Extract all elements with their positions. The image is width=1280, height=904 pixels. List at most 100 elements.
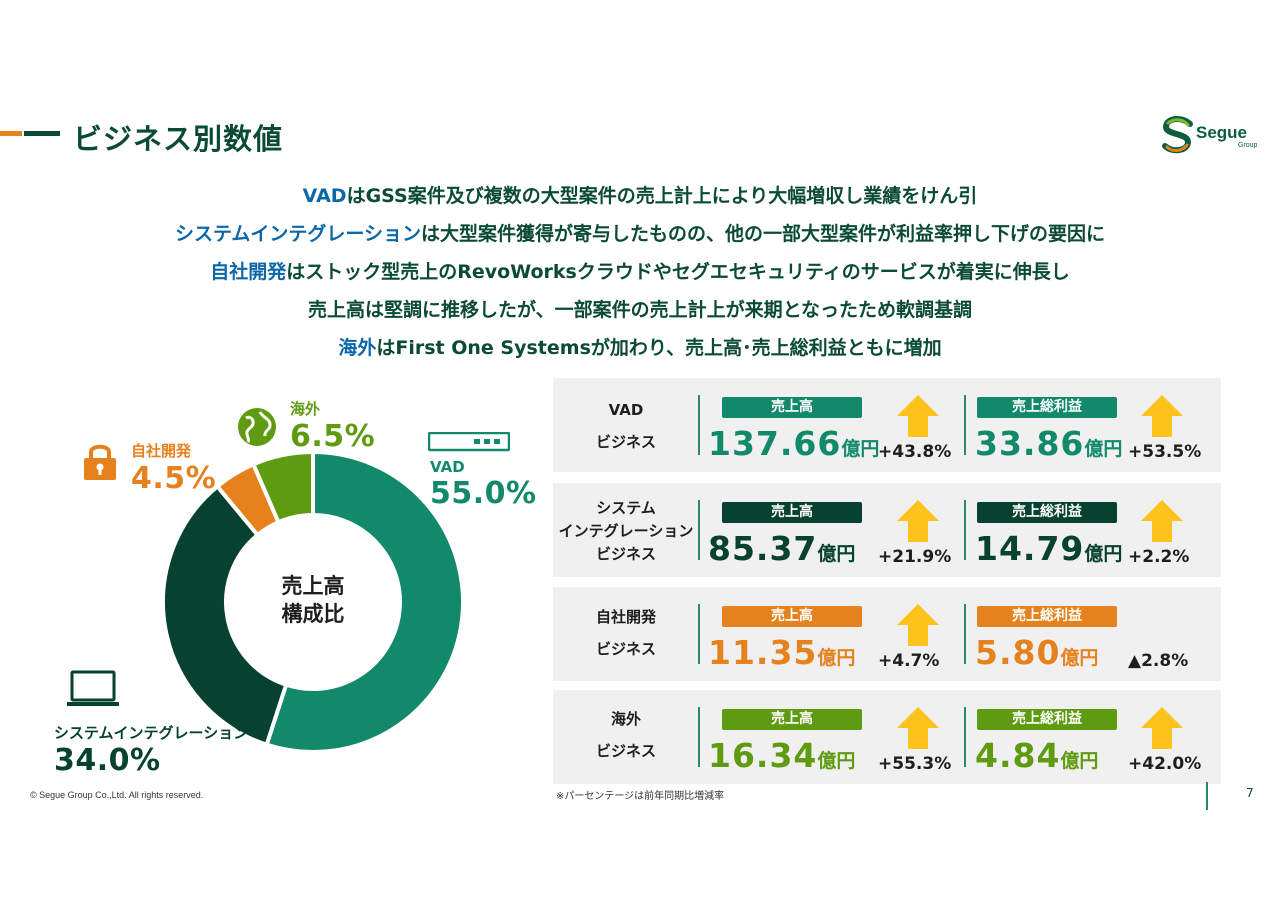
metric-value: 137.66億円	[708, 424, 879, 463]
business-panel	[553, 587, 1221, 681]
panel-separator	[698, 500, 700, 560]
summary-text: はGSS案件及び複数の大型案件の売上計上により大幅増収し業績をけん引	[346, 185, 978, 207]
metric-number: 5.80	[975, 633, 1061, 672]
summary-text: は大型案件獲得が寄与したものの、他の一部大型案件が利益率押し下げの要因に	[421, 223, 1106, 245]
summary-line: システムインテグレーションは大型案件獲得が寄与したものの、他の一部大型案件が利益…	[0, 218, 1280, 256]
summary-text: はストック型売上のRevoWorksクラウドやセグエセキュリティのサービスが着実…	[286, 261, 1070, 283]
metric-unit: 億円	[817, 543, 856, 565]
metric-value: 85.37億円	[708, 529, 855, 568]
business-panel	[553, 483, 1221, 577]
summary-line: 自社開発はストック型売上のRevoWorksクラウドやセグエセキュリティのサービ…	[0, 256, 1280, 294]
copyright: © Segue Group Co.,Ltd. All rights reserv…	[30, 790, 204, 800]
summary-line: 売上高は堅調に推移したが、一部案件の売上計上が来期となったため軟調基調	[0, 294, 1280, 332]
slice-label-si: システムインテグレーション 34.0%	[54, 722, 248, 778]
metric-number: 11.35	[708, 633, 818, 672]
panel-separator	[964, 500, 966, 560]
segue-logo-icon	[1162, 116, 1193, 154]
slice-label-inhouse: 自社開発 4.5%	[131, 440, 216, 496]
metric-label-pill: 売上高	[722, 502, 862, 523]
metric-label-pill: 売上総利益	[977, 709, 1117, 730]
donut-slice-3	[250, 449, 315, 525]
metric-label-pill: 売上総利益	[977, 397, 1117, 418]
up-arrow-icon	[897, 707, 939, 749]
slice-value: 4.5%	[131, 461, 217, 496]
up-arrow-icon	[897, 500, 939, 542]
percentage-note: ※パーセンテージは前年同期比増減率	[556, 791, 725, 802]
donut-center-label: 売上高 構成比	[258, 572, 368, 628]
metric-value: 14.79億円	[975, 529, 1122, 568]
metric-value: 33.86億円	[975, 424, 1122, 463]
slice-value: 6.5%	[290, 419, 376, 454]
metric-value: 5.80億円	[975, 633, 1098, 672]
donut-slice-1	[161, 483, 289, 748]
slice-label-vad: VAD 55.0%	[430, 458, 537, 511]
slice-name: 海外	[290, 400, 321, 418]
metric-change: ▲2.8%	[1128, 651, 1189, 671]
title-accent-green	[24, 131, 60, 136]
panel-separator	[964, 395, 966, 455]
laptop-icon	[67, 670, 119, 706]
page-number: 7	[1246, 786, 1254, 800]
page-title: ビジネス別数値	[73, 122, 284, 156]
lock-icon	[84, 444, 116, 480]
slice-label-overseas: 海外 6.5%	[290, 398, 375, 454]
metric-label-pill: 売上高	[722, 606, 862, 627]
metric-change: +42.0%	[1128, 754, 1202, 774]
server-icon	[428, 432, 510, 452]
page-divider	[1206, 782, 1208, 810]
summary-line: VADはGSS案件及び複数の大型案件の売上計上により大幅増収し業績をけん引	[0, 180, 1280, 218]
summary-line: 海外はFirst One Systemsが加わり、売上高･売上総利益ともに増加	[0, 332, 1280, 370]
panel-separator	[964, 707, 966, 767]
center-label-line: 売上高	[281, 574, 345, 598]
summary-highlight: 海外	[338, 337, 377, 359]
donut-slice-0	[264, 449, 465, 754]
summary-highlight: VAD	[302, 185, 347, 207]
globe-icon	[238, 408, 276, 446]
summary-highlight: 自社開発	[210, 261, 287, 283]
business-name: インテグレーション	[558, 522, 694, 540]
slice-name: VAD	[430, 458, 465, 476]
up-arrow-icon	[897, 395, 939, 437]
metric-unit: 億円	[1060, 647, 1099, 669]
business-name: ビジネス	[595, 640, 656, 658]
metric-unit: 億円	[817, 750, 856, 772]
up-arrow-icon	[1141, 500, 1183, 542]
metric-change: +21.9%	[878, 547, 952, 567]
slice-value: 55.0%	[430, 476, 537, 511]
business-name: システム	[596, 499, 656, 517]
panel-separator	[698, 395, 700, 455]
metric-change: +2.2%	[1128, 547, 1190, 567]
logo-wordmark: Segue	[1196, 123, 1248, 142]
business-name: ビジネス	[595, 742, 656, 760]
business-name: ビジネス	[595, 545, 656, 563]
panel-separator	[698, 604, 700, 664]
metric-unit: 億円	[1060, 750, 1099, 772]
metric-unit: 億円	[817, 647, 856, 669]
panel-separator	[698, 707, 700, 767]
metric-value: 16.34億円	[708, 736, 855, 775]
metric-label-pill: 売上総利益	[977, 606, 1117, 627]
slice-name: 自社開発	[131, 442, 192, 460]
panel-separator	[964, 604, 966, 664]
metric-unit: 億円	[1084, 438, 1123, 460]
metric-label-pill: 売上高	[722, 397, 862, 418]
business-name: ビジネス	[595, 433, 656, 451]
business-panel	[553, 690, 1221, 784]
metric-number: 137.66	[708, 424, 842, 463]
composition-chart: 売上高 構成比 VAD 55.0% 海外 6.5% 自社開発 4.5% システ	[0, 380, 560, 800]
donut-chart	[161, 449, 465, 754]
up-arrow-icon	[1141, 395, 1183, 437]
center-label-line: 構成比	[281, 602, 345, 626]
summary-text: はFirst One Systemsが加わり、売上高･売上総利益ともに増加	[376, 337, 942, 359]
metric-number: 85.37	[708, 529, 818, 568]
metric-unit: 億円	[841, 438, 880, 460]
segue-logo: Segue Group	[1160, 114, 1270, 158]
metric-value: 4.84億円	[975, 736, 1098, 775]
metric-change: +43.8%	[878, 442, 952, 462]
metric-unit: 億円	[1084, 543, 1123, 565]
title-accent-orange	[0, 131, 22, 136]
metric-change: +4.7%	[878, 651, 940, 671]
metric-change: +55.3%	[878, 754, 952, 774]
metric-value: 11.35億円	[708, 633, 855, 672]
metric-number: 33.86	[975, 424, 1085, 463]
